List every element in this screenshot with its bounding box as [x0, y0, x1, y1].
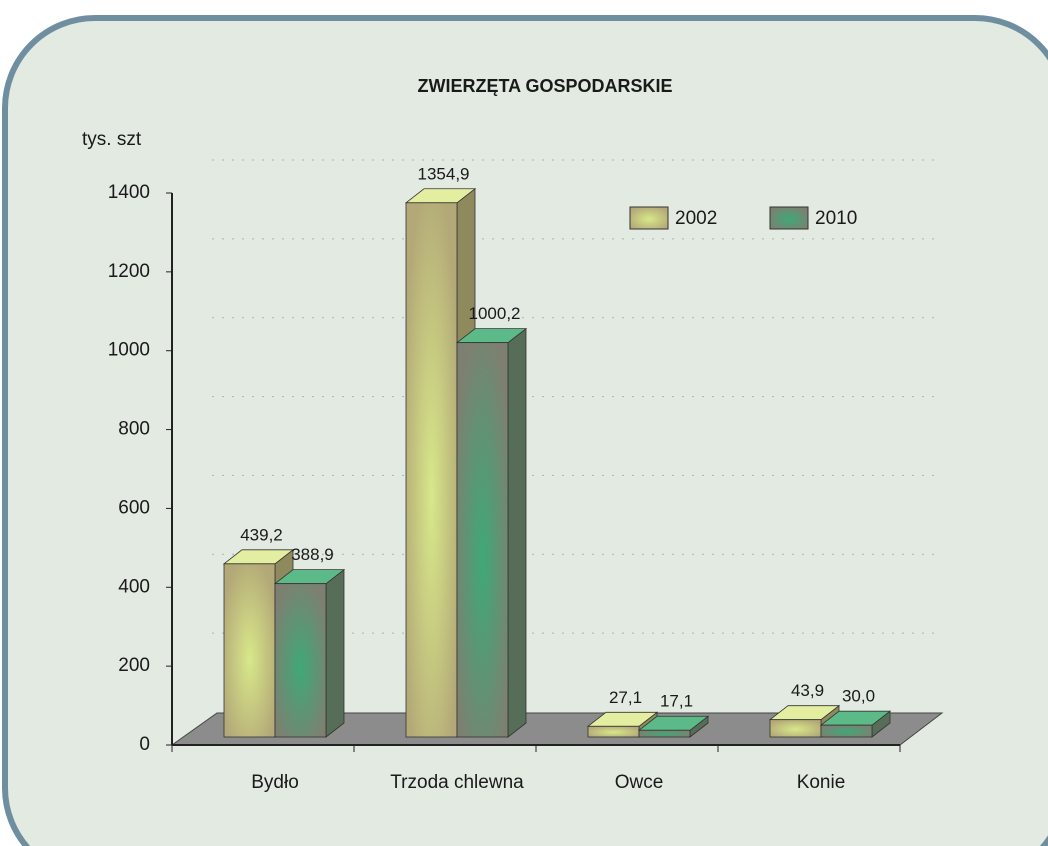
bar [769, 719, 822, 738]
y-tick-label: 800 [118, 419, 150, 440]
value-label: 30,0 [842, 687, 875, 706]
value-label: 43,9 [791, 681, 824, 700]
bar-side [325, 568, 345, 738]
x-tick-label: Trzoda chlewna [390, 772, 524, 793]
y-axis-label: tys. szt [82, 129, 142, 150]
value-label: 439,2 [240, 525, 283, 544]
x-tick-label: Bydło [251, 772, 299, 793]
x-tick-label: Konie [797, 772, 846, 793]
bar-side [507, 327, 527, 738]
y-tick-label: 1200 [108, 261, 150, 282]
value-label: 17,1 [660, 692, 693, 711]
legend-swatch [629, 206, 669, 230]
value-label: 388,9 [291, 545, 334, 564]
y-tick-label: 400 [118, 576, 150, 597]
legend-label: 2002 [675, 208, 717, 229]
legend-label: 2010 [815, 208, 857, 229]
value-label: 1000,2 [469, 304, 521, 323]
bar [456, 342, 509, 738]
x-tick-label: Owce [615, 772, 664, 793]
y-tick-label: 200 [118, 655, 150, 676]
bar [274, 583, 327, 738]
bar [587, 725, 640, 738]
legend-swatch [769, 206, 809, 230]
chart-title: ZWIERZĘTA GOSPODARSKIE [417, 76, 672, 96]
y-tick-label: 1400 [108, 182, 150, 203]
y-tick-label: 600 [118, 497, 150, 518]
value-label: 27,1 [609, 688, 642, 707]
bar [223, 563, 276, 738]
y-tick-label: 0 [139, 734, 150, 755]
y-tick-label: 1000 [108, 340, 150, 361]
bar [820, 724, 873, 738]
value-label: 1354,9 [418, 164, 470, 183]
bar [405, 202, 458, 738]
bar [638, 729, 691, 738]
